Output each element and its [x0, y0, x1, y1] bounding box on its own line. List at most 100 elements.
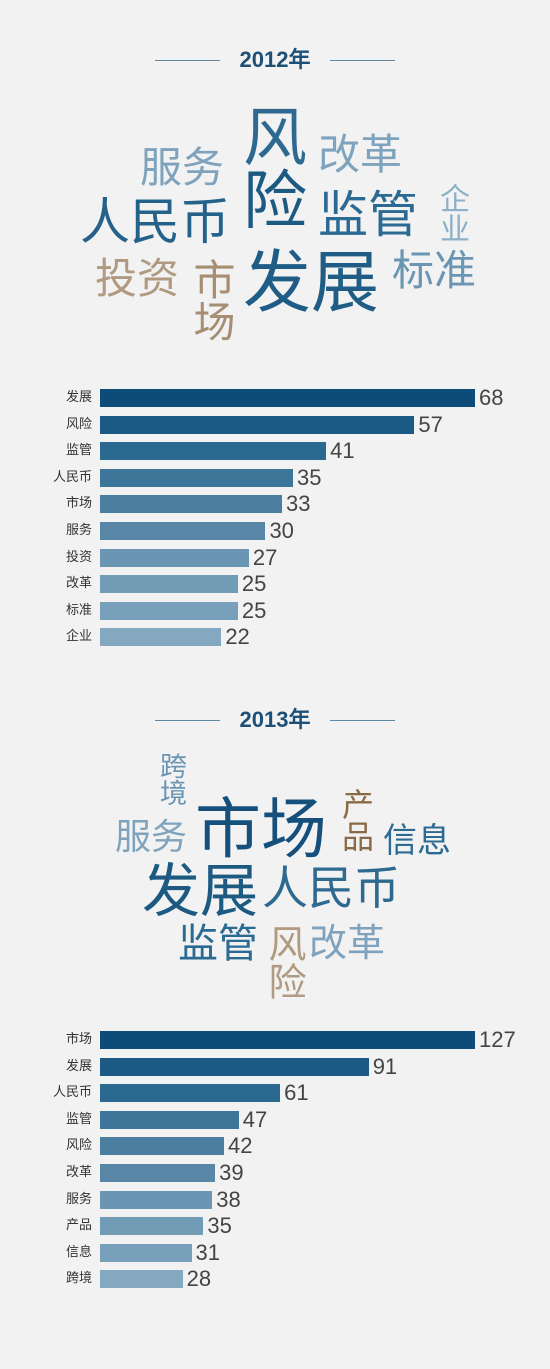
bar-label: 改革 — [65, 1165, 92, 1180]
bar-value: 57 — [418, 411, 443, 437]
title-rule-right — [330, 720, 395, 721]
bar-label: 投资 — [65, 549, 92, 565]
bar — [100, 389, 475, 407]
bar-label: 标准 — [65, 602, 92, 618]
bar-value: 61 — [284, 1080, 309, 1106]
bar-value: 30 — [269, 518, 294, 543]
bar-row: 市场 127 — [0, 1029, 550, 1051]
bar — [100, 1137, 225, 1156]
cloud-word: 监管 — [178, 921, 258, 967]
bar-label: 人民币 — [52, 1085, 92, 1101]
cloud-word: 市场 — [187, 258, 236, 342]
bar-label: 监管 — [65, 443, 92, 459]
bar-label: 市场 — [65, 1032, 92, 1047]
bar — [100, 1243, 192, 1262]
cloud-word: 投资 — [95, 254, 180, 303]
bar — [100, 628, 222, 647]
bar-row: 改革 39 — [0, 1162, 550, 1184]
cloud-word: 信息 — [383, 821, 451, 861]
bar — [100, 575, 238, 594]
bar — [100, 495, 282, 514]
cloud-word: 改革 — [309, 921, 386, 965]
bar-label: 监管 — [65, 1111, 92, 1127]
bar — [100, 1217, 204, 1236]
bar-value: 22 — [225, 624, 250, 650]
cloud-word: 服务 — [140, 143, 225, 192]
cloud-word: 发展 — [243, 244, 380, 323]
bar — [100, 442, 327, 461]
bar-label: 风险 — [65, 1138, 92, 1154]
bar-label: 企业 — [65, 629, 92, 645]
bar-value: 27 — [252, 544, 278, 570]
bar-value: 91 — [372, 1053, 398, 1079]
section-title-text: 2012年 — [239, 47, 311, 72]
bar — [100, 415, 415, 434]
bar-row: 服务 30 — [0, 520, 550, 542]
bar — [100, 1057, 369, 1076]
bar-value: 33 — [285, 491, 311, 517]
bar-value: 41 — [330, 438, 355, 464]
bar-value: 25 — [241, 571, 267, 597]
bar-row: 标准 25 — [0, 597, 550, 623]
bar-value: 42 — [228, 1133, 253, 1159]
bar-row: 发展 91 — [0, 1053, 550, 1079]
section-title-text: 2013年 — [239, 707, 311, 732]
cloud-word: 企业 — [434, 183, 469, 243]
cloud-word: 产品 — [337, 788, 375, 852]
bar — [100, 1164, 216, 1182]
bar-value: 25 — [241, 597, 267, 623]
title-rule-left — [155, 60, 220, 61]
title-rule-right — [330, 60, 395, 61]
cloud-word: 发展 — [142, 857, 259, 925]
bar-label: 服务 — [65, 523, 92, 538]
bar-label: 服务 — [65, 1191, 92, 1207]
cloud-word: 险 — [243, 165, 307, 239]
cloud-word: 人民币 — [80, 193, 230, 251]
bar-row: 监管 41 — [0, 440, 550, 462]
bar-row: 企业 22 — [0, 626, 550, 648]
bar-value: 68 — [479, 385, 504, 410]
bar-label: 产品 — [65, 1218, 92, 1234]
bar-label: 信息 — [65, 1244, 92, 1260]
bar-chart-2012: 发展 68 风险 57 监管 41 人民币 35 市场 33 服务 30 投资 27 改革 25 标准 25 企业 2… — [0, 387, 550, 652]
bar — [100, 1190, 213, 1209]
cloud-word: 人民币 — [262, 861, 400, 915]
bar-value: 28 — [186, 1266, 212, 1292]
bar-label: 跨境 — [65, 1271, 92, 1287]
bar-value: 47 — [242, 1106, 268, 1132]
bar-value: 39 — [219, 1160, 244, 1185]
cloud-word: 改革 — [318, 130, 403, 179]
section-2013-title: 2013年 — [0, 705, 550, 735]
bar-row: 人民币 61 — [0, 1082, 550, 1104]
bar-row: 跨境 28 — [0, 1268, 550, 1290]
bar-value: 35 — [207, 1213, 232, 1239]
bar-row: 改革 25 — [0, 573, 550, 595]
cloud-word: 标准 — [392, 246, 477, 295]
bar-label: 风险 — [65, 416, 92, 432]
word-cloud-2012: 风服务 改革险监管 人民币 企业 投资 市场 发展 标准 — [0, 0, 550, 370]
bar — [100, 468, 293, 487]
bar-row: 服务 38 — [0, 1188, 550, 1211]
cloud-word: 服务 — [115, 817, 188, 858]
bar-row: 发展 68 — [0, 387, 550, 409]
bar-value: 35 — [297, 464, 322, 490]
bar — [100, 1084, 281, 1103]
bar-row: 市场 33 — [0, 493, 550, 515]
bar-row: 监管 47 — [0, 1106, 550, 1132]
bar-label: 发展 — [65, 390, 92, 405]
bar-row: 人民币 35 — [0, 464, 550, 490]
bar-label: 人民币 — [52, 469, 92, 485]
bar-row: 风险 42 — [0, 1135, 550, 1157]
cloud-word: 风 — [243, 102, 307, 176]
bar — [100, 548, 249, 567]
cloud-word: 风险 — [262, 924, 306, 1000]
bar-label: 市场 — [65, 496, 92, 512]
bar — [100, 1110, 239, 1129]
bar-chart-2013: 市场 127 发展 91 人民币 61 监管 47 风险 42 改革 39 服务 38 产品 35 信息 31 跨境… — [0, 1029, 550, 1294]
bar-row: 产品 35 — [0, 1215, 550, 1237]
bar-row: 风险 57 — [0, 411, 550, 437]
title-rule-left — [155, 720, 220, 721]
bar-label: 发展 — [65, 1058, 92, 1074]
cloud-word: 市场 — [195, 791, 327, 868]
bar — [100, 1031, 475, 1049]
